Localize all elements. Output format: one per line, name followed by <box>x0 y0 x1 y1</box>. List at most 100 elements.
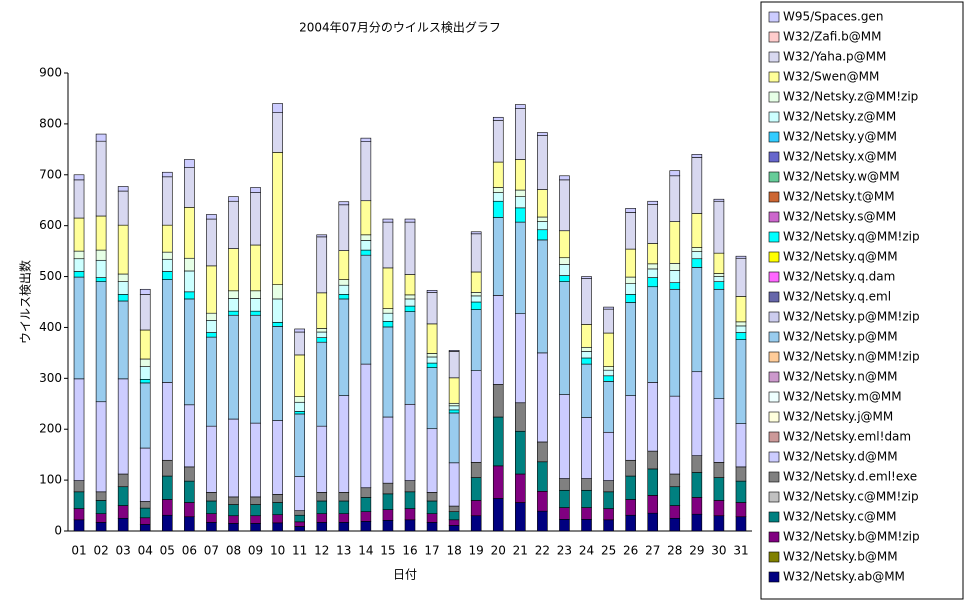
bar-segment <box>581 518 592 532</box>
bar-segment <box>338 201 350 206</box>
bar-segment <box>73 378 85 481</box>
bar-segment <box>117 517 129 532</box>
bar-segment <box>294 354 305 397</box>
bar-segment <box>625 248 636 278</box>
legend-label: W32/Netsky.c@MM <box>783 510 897 524</box>
bar-segment <box>404 508 416 521</box>
bar-segment <box>95 249 107 261</box>
legend-label: W32/Netsky.z@MM!zip <box>783 90 918 104</box>
bar-segment <box>316 331 328 338</box>
bar-segment <box>404 298 416 307</box>
bar-segment <box>669 170 681 177</box>
bar-segment <box>95 491 107 501</box>
bar-segment <box>360 200 372 236</box>
bar-segment <box>691 258 703 268</box>
bar-segment <box>603 491 614 509</box>
bar-segment <box>625 499 636 516</box>
bar-segment <box>647 263 659 270</box>
bar-segment <box>448 519 460 526</box>
bar-segment <box>559 518 570 532</box>
bar-segment <box>294 514 305 523</box>
bar-segment <box>206 332 217 338</box>
bar-segment <box>603 332 614 367</box>
bar-segment <box>515 402 526 432</box>
bar-segment <box>184 516 195 532</box>
bar-segment <box>338 395 350 493</box>
y-axis-label: ウイルス検出数 <box>18 260 33 344</box>
legend-swatch <box>768 431 780 443</box>
x-tick-label: 27 <box>645 544 660 558</box>
bar-segment <box>95 522 107 532</box>
bar-segment <box>515 502 526 532</box>
bar-segment <box>272 152 283 285</box>
bar-segment <box>537 132 548 136</box>
bar-segment <box>73 276 85 380</box>
bar-segment <box>537 135 548 190</box>
bar-segment <box>294 413 305 477</box>
y-tick-label: 900 <box>39 66 62 80</box>
y-tick-label: 100 <box>39 473 62 487</box>
bar-segment <box>492 465 504 499</box>
bar-segment <box>581 276 592 279</box>
bar-segment <box>647 468 659 496</box>
legend-swatch <box>768 491 780 503</box>
bar-segment <box>404 221 416 275</box>
bar-segment <box>625 514 636 532</box>
bar-segment <box>603 366 614 371</box>
bar-segment <box>515 207 526 223</box>
bar-segment <box>492 498 504 532</box>
bar-segment <box>139 501 151 509</box>
bar-segment <box>250 310 261 316</box>
bar-segment <box>338 298 350 396</box>
legend-swatch <box>768 31 780 43</box>
bar-segment <box>360 254 372 365</box>
legend-swatch <box>768 311 780 323</box>
bar-segment <box>559 489 570 508</box>
y-tick-label: 800 <box>39 116 62 130</box>
bar-segment <box>515 159 526 191</box>
bar-segment <box>206 312 217 321</box>
bar-segment <box>426 353 438 358</box>
bar-segment <box>559 275 570 282</box>
legend-swatch <box>768 171 780 183</box>
legend-swatch <box>768 291 780 303</box>
bar-segment <box>382 321 394 328</box>
bar-segment <box>581 346 592 352</box>
bar-segment <box>161 251 173 260</box>
legend-label: W32/Netsky.x@MM <box>783 150 897 164</box>
bar-segment <box>95 281 107 403</box>
bar-segment <box>559 257 570 265</box>
bar-segment <box>537 461 548 492</box>
bar-segment <box>139 294 151 331</box>
bar-segment <box>206 492 217 502</box>
bar-segment <box>669 505 681 519</box>
bar-segment <box>404 480 416 493</box>
bar-segment <box>117 300 129 380</box>
bar-segment <box>382 520 394 532</box>
bar-segment <box>382 509 394 521</box>
bar-segment <box>713 500 725 517</box>
bar-segment <box>404 403 416 481</box>
bar-segment <box>117 273 129 282</box>
x-tick-label: 24 <box>579 544 594 558</box>
bar-segment <box>691 267 703 373</box>
bar-segment <box>73 179 85 219</box>
bar-segment <box>73 217 85 252</box>
bar-segment <box>691 455 703 473</box>
bar-segment <box>338 500 350 514</box>
bar-segment <box>713 200 725 254</box>
bar-segment <box>603 308 614 334</box>
bar-segment <box>294 401 305 412</box>
bar-segment <box>95 140 107 217</box>
bar-segment <box>515 104 526 109</box>
bar-segment <box>735 321 747 327</box>
bar-segment <box>250 187 261 193</box>
bar-segment <box>139 358 151 367</box>
bar-segment <box>184 298 195 406</box>
y-tick-label: 700 <box>39 167 62 181</box>
bar-segment <box>492 116 504 121</box>
bar-segment <box>625 459 636 477</box>
bar-segment <box>691 251 703 260</box>
bar-segment <box>95 259 107 278</box>
